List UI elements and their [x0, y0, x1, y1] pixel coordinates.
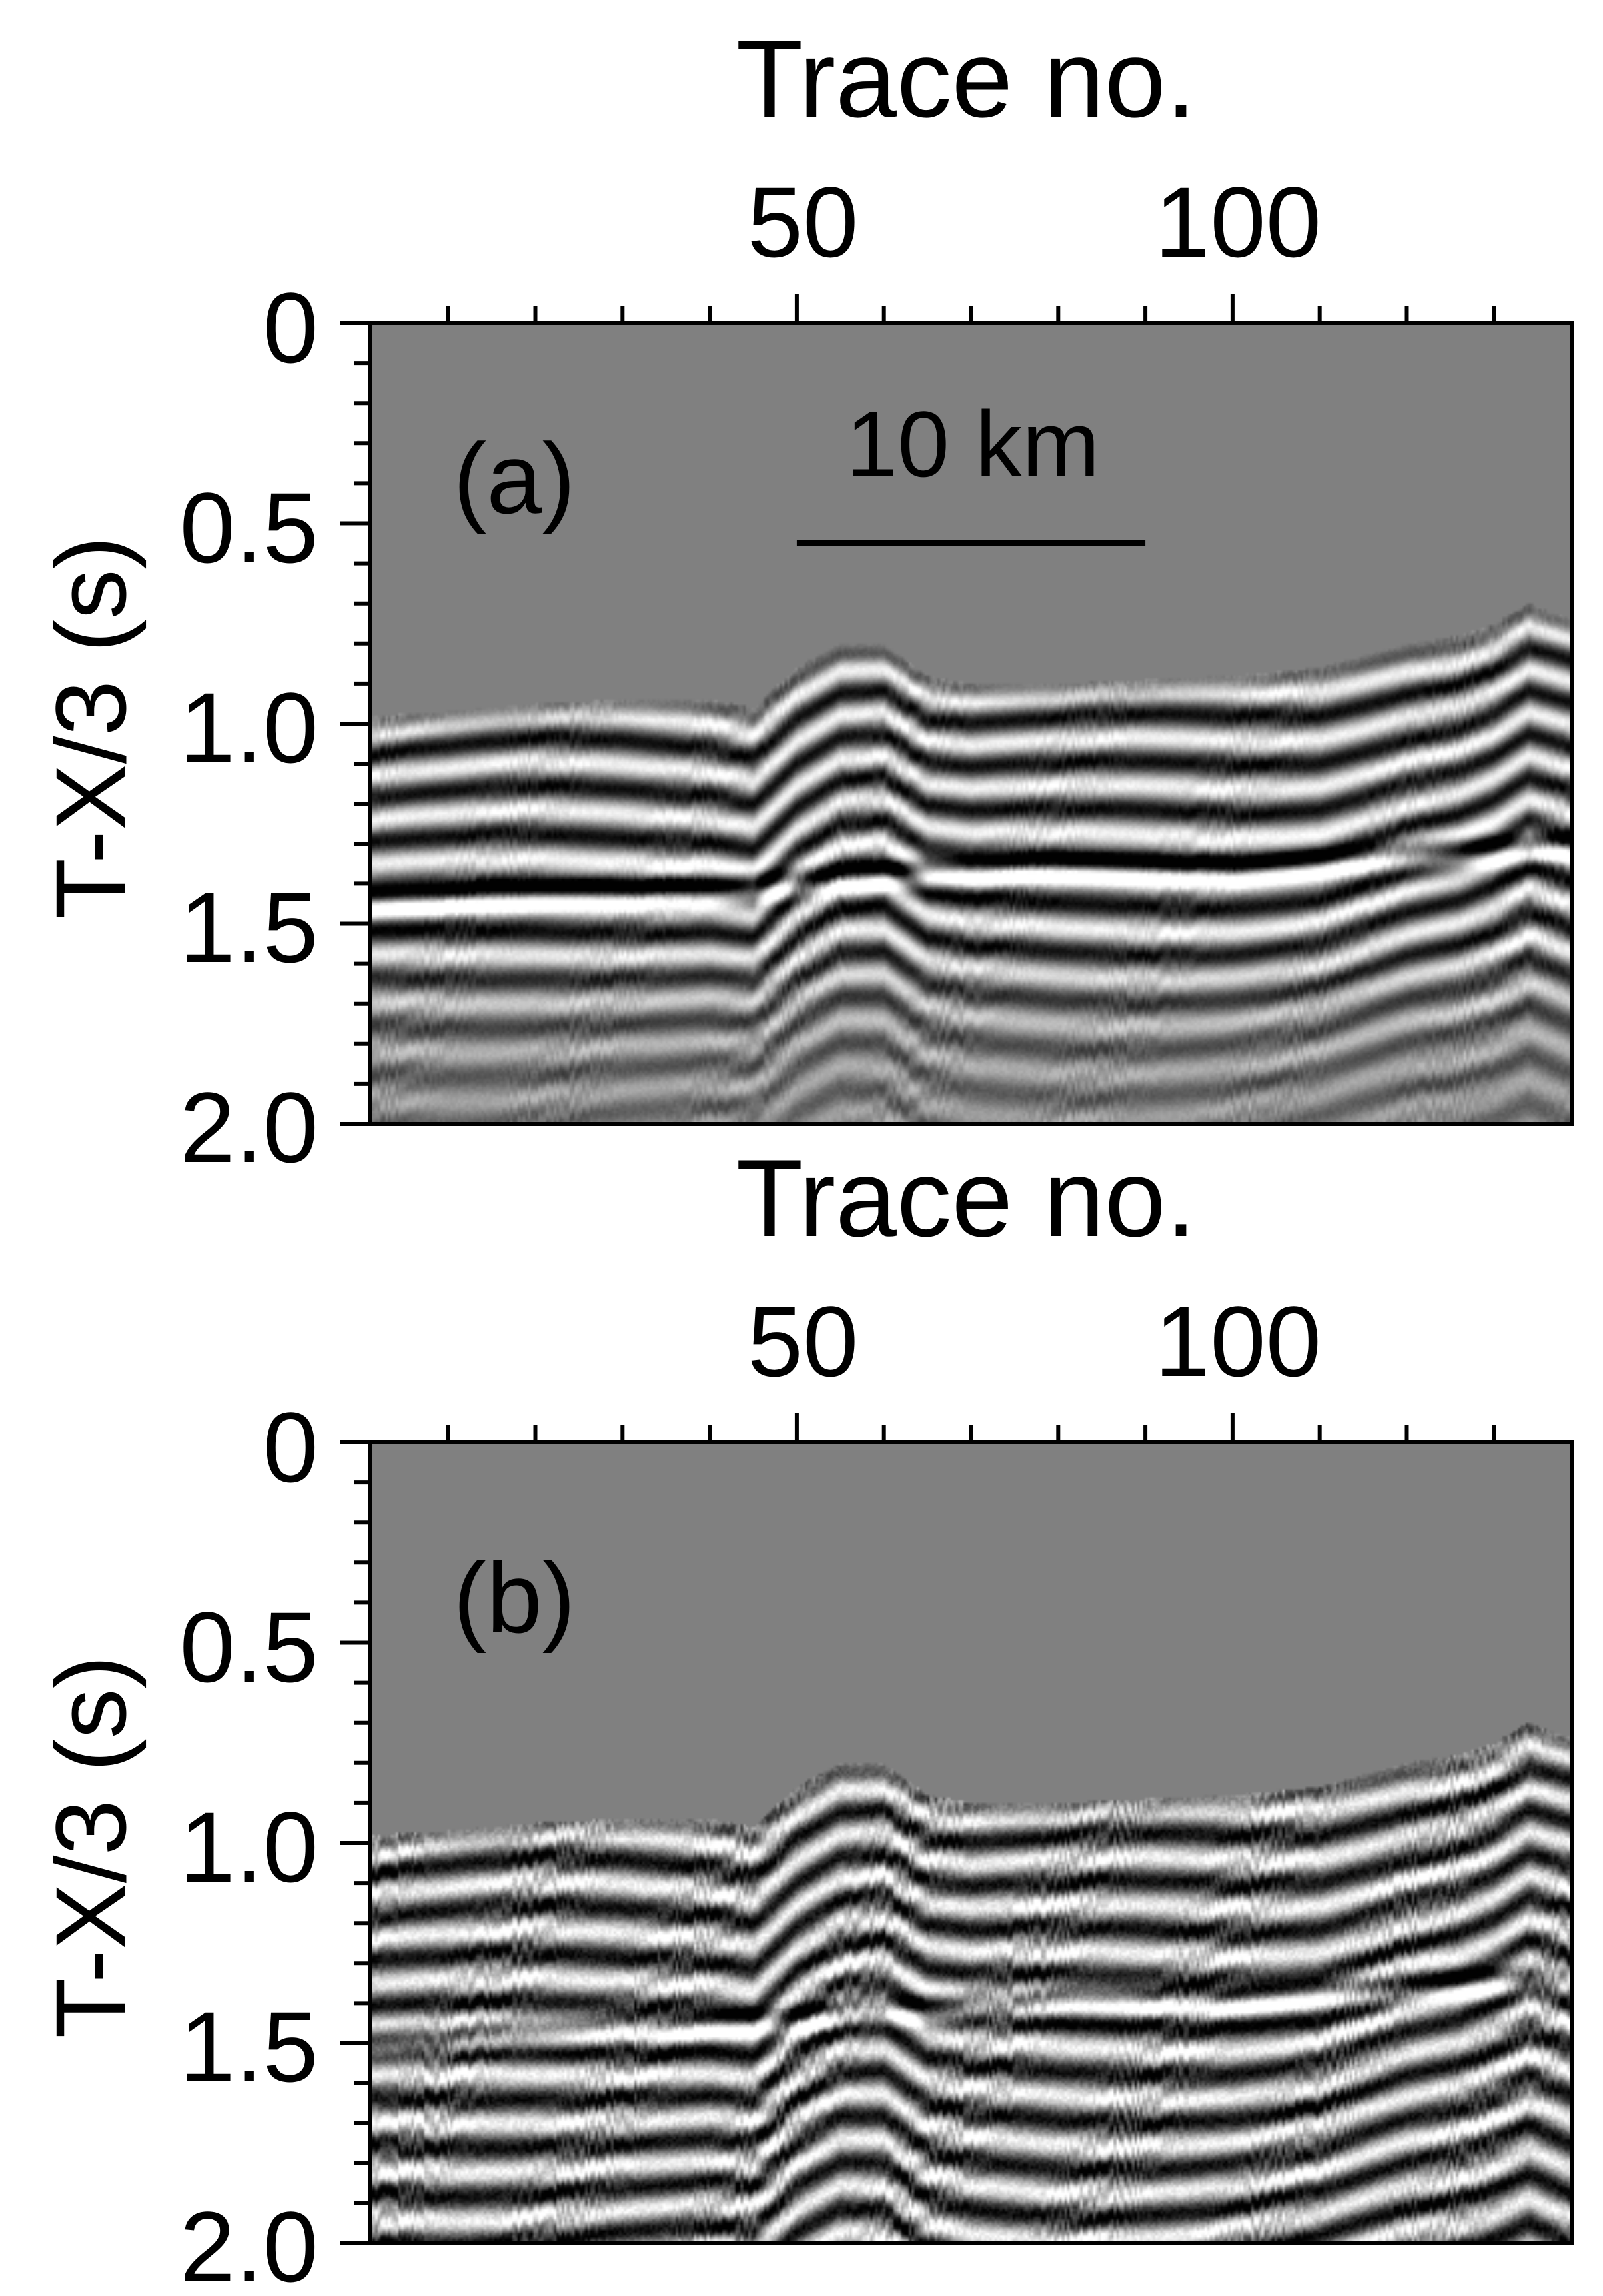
panel-a-label: (a) [453, 422, 575, 534]
scale-bar-label: 10 km [845, 392, 1099, 496]
panel-b-xtick-label-50: 50 [748, 1285, 859, 1397]
panel-b-label: (b) [453, 1542, 575, 1654]
panel-b-frame [368, 1440, 1574, 2245]
panel-a-tick-marks [340, 294, 1496, 1126]
panel-b-ytick-label-0: 0 [263, 1391, 318, 1503]
panel-b-ylabel: T-X/3 (s) [35, 1655, 147, 2038]
panel-b-ytick-label-2-0: 2.0 [179, 2191, 318, 2296]
panel-b-xlabel: Trace no. [736, 1137, 1197, 1259]
panel-a-xlabel: Trace no. [736, 17, 1197, 140]
panel-a: Trace no. 50 100 0 0.5 1.0 1.5 2.0 T-X/3… [35, 17, 1574, 1183]
panel-b-tick-marks [340, 1413, 1496, 2245]
panel-a-seismic-image [370, 323, 1572, 1124]
panel-a-ytick-label-1-5: 1.5 [179, 871, 318, 983]
panel-a-ylabel: T-X/3 (s) [35, 536, 147, 919]
panel-a-seismic-raster [370, 323, 1572, 1124]
panel-a-ytick-label-2-0: 2.0 [179, 1071, 318, 1183]
panel-b-ytick-label-1-5: 1.5 [179, 1991, 318, 2103]
panel-b-seismic-raster [370, 1442, 1572, 2243]
panel-a-ytick-label-0: 0 [263, 272, 318, 384]
panel-b-ytick-label-1-0: 1.0 [179, 1791, 318, 1903]
panel-a-ytick-label-0-5: 0.5 [179, 472, 318, 584]
panel-a-ytick-label-1-0: 1.0 [179, 672, 318, 784]
panel-b-seismic-image [370, 1442, 1572, 2243]
panel-b-ytick-label-0-5: 0.5 [179, 1591, 318, 1703]
panel-a-xtick-label-50: 50 [748, 166, 859, 278]
panel-b: Trace no. 50 100 0 0.5 1.0 1.5 2.0 T-X/3… [35, 1137, 1574, 2296]
panel-b-xtick-label-100: 100 [1155, 1285, 1321, 1397]
panel-a-xtick-label-100: 100 [1155, 166, 1321, 278]
panel-a-frame [368, 321, 1574, 1126]
